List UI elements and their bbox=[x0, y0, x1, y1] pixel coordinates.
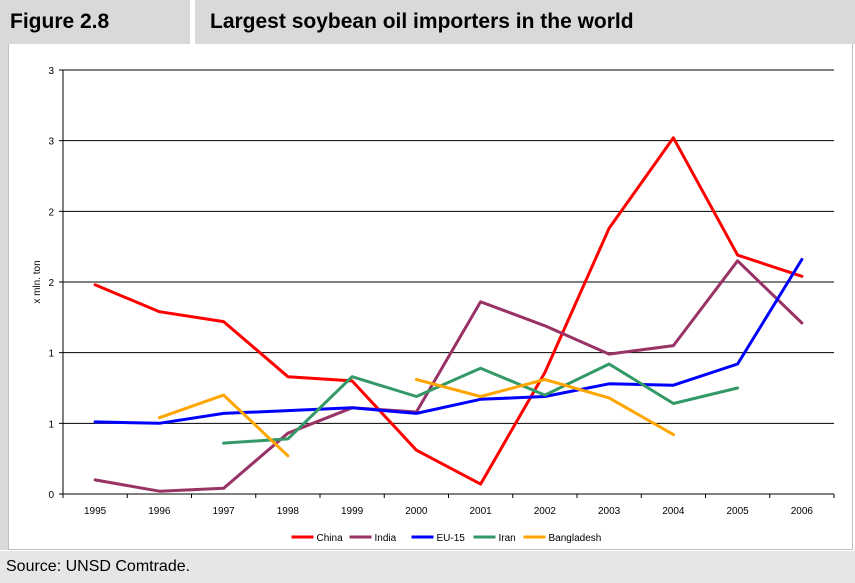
x-tick-label: 1995 bbox=[84, 506, 107, 517]
legend-label: EU-15 bbox=[437, 533, 466, 544]
figure-header: Figure 2.8 Largest soybean oil importers… bbox=[0, 0, 855, 44]
figure-title: Largest soybean oil importers in the wor… bbox=[210, 10, 634, 33]
y-tick-label: 0 bbox=[48, 490, 54, 501]
y-tick-label: 1 bbox=[48, 419, 54, 430]
legend-label: India bbox=[375, 533, 397, 544]
series-line-iran bbox=[222, 362, 740, 445]
x-tick-label: 2005 bbox=[727, 506, 750, 517]
x-tick-label: 2006 bbox=[791, 506, 814, 517]
y-tick-label: 3 bbox=[48, 66, 54, 77]
x-tick-label: 1996 bbox=[148, 506, 171, 517]
figure-number: Figure 2.8 bbox=[10, 10, 110, 33]
x-tick-label: 2003 bbox=[598, 506, 621, 517]
y-tick-label: 2 bbox=[48, 207, 54, 218]
y-tick-label: 3 bbox=[48, 137, 54, 148]
series-line-india bbox=[93, 259, 804, 493]
x-tick-label: 1998 bbox=[277, 506, 300, 517]
series-line-eu-15 bbox=[93, 257, 804, 425]
chart-frame bbox=[8, 44, 853, 550]
source-note: Source: UNSD Comtrade. bbox=[6, 558, 191, 575]
series-line-bangladesh bbox=[157, 393, 290, 458]
left-sidebar-strip bbox=[0, 44, 8, 550]
y-tick-label: 1 bbox=[48, 349, 54, 360]
title-box: Largest soybean oil importers in the wor… bbox=[190, 0, 855, 44]
y-axis-label: x mln. ton bbox=[32, 260, 43, 303]
footer: Source: UNSD Comtrade. bbox=[0, 551, 855, 583]
x-tick-label: 1997 bbox=[213, 506, 236, 517]
x-tick-label: 1999 bbox=[341, 506, 364, 517]
legend-label: Iran bbox=[499, 533, 516, 544]
x-tick-label: 2001 bbox=[470, 506, 493, 517]
x-tick-label: 2002 bbox=[534, 506, 557, 517]
y-tick-label: 2 bbox=[48, 278, 54, 289]
line-chart: 0 1 1 2 2 3 3 1995 1996 1997 1998 1999 2000 2001 2002 2… bbox=[32, 66, 835, 544]
series-line-china bbox=[93, 136, 804, 486]
legend-label: Bangladesh bbox=[549, 533, 602, 544]
x-tick-label: 2000 bbox=[405, 506, 428, 517]
legend-label: China bbox=[317, 533, 344, 544]
x-tick-label: 2004 bbox=[662, 506, 685, 517]
series-line-bangladesh bbox=[414, 378, 675, 437]
